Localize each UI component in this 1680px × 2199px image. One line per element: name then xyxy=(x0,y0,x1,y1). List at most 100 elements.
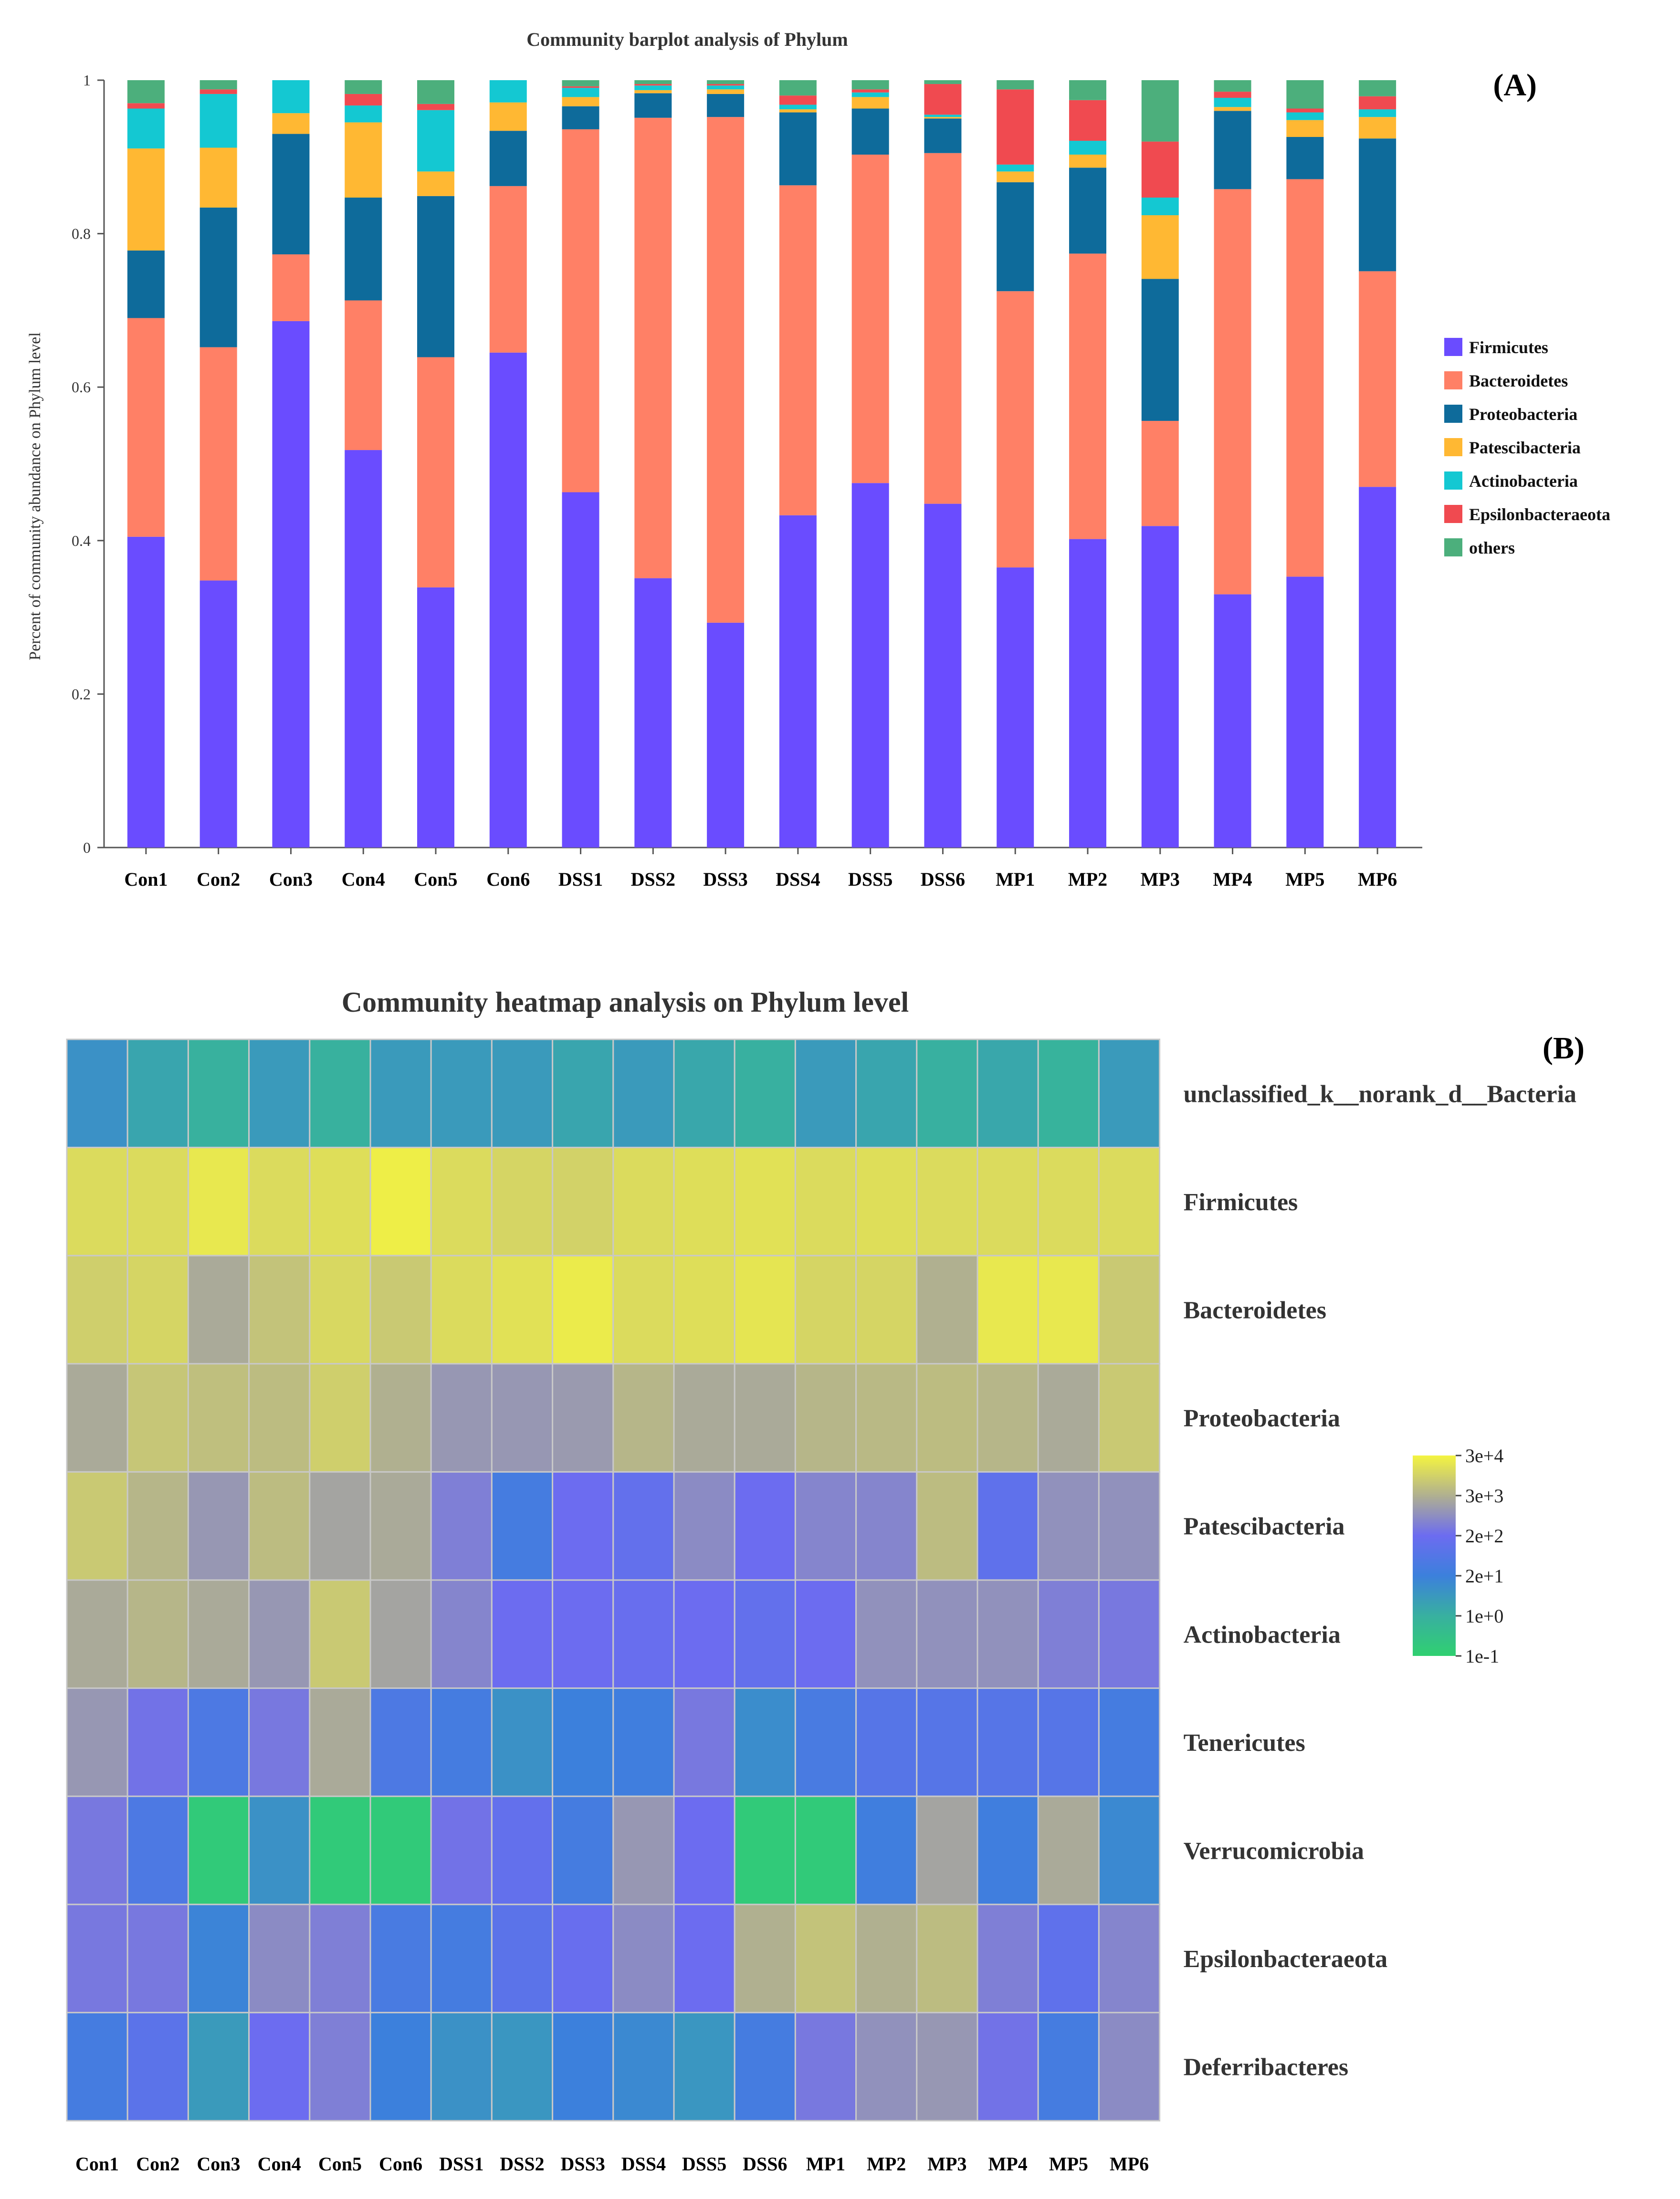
heatmap-cell xyxy=(1098,1038,1161,1149)
x-category-label: DSS6 xyxy=(921,869,965,890)
heatmap-cell xyxy=(126,1904,189,2013)
bar-segment xyxy=(489,186,527,353)
bar-segment xyxy=(1359,271,1396,487)
heatmap-cell xyxy=(1037,1255,1100,1365)
heatmap-cell xyxy=(734,2011,796,2122)
heatmap-cell xyxy=(552,1471,614,1581)
bar-segment xyxy=(127,318,165,537)
heatmap-cell xyxy=(976,1255,1039,1365)
bar-segment xyxy=(634,578,672,848)
heatmap-row-label: Patescibacteria xyxy=(1184,1513,1345,1540)
bar-segment xyxy=(272,254,310,321)
bar-segment xyxy=(1141,420,1179,526)
heatmap-cell xyxy=(916,2011,978,2122)
bar-segment xyxy=(1069,141,1106,155)
heatmap-cell xyxy=(430,1795,493,1906)
heatmap-cell xyxy=(552,1363,614,1473)
heatmap-cell xyxy=(248,1687,311,1797)
panel-label-b: (B) xyxy=(1543,1031,1585,1066)
heatmap-cell xyxy=(309,1147,371,1257)
heatmap-row-labels: unclassified_k__norank_d__Bacteria Firmic… xyxy=(1184,1080,1576,2081)
bar-segment xyxy=(1286,120,1324,137)
heatmap-cell xyxy=(309,1038,371,1149)
bar-segment xyxy=(1286,80,1324,109)
bar-segment xyxy=(997,80,1034,90)
bar-segment xyxy=(1214,107,1251,111)
bar-segment xyxy=(417,171,454,196)
heatmap-cell xyxy=(1098,1904,1161,2013)
bar-segment xyxy=(1214,92,1251,98)
heatmap-cell xyxy=(734,1795,796,1906)
legend-swatch xyxy=(1444,371,1462,389)
bar-segment xyxy=(634,80,672,84)
heatmap-cell xyxy=(126,1471,189,1581)
heatmap-cell xyxy=(430,2011,493,2122)
bar-segment xyxy=(417,357,454,587)
x-category-label: Con4 xyxy=(342,869,385,890)
heatmap-cell xyxy=(248,1795,311,1906)
heatmap-cell xyxy=(309,1471,371,1581)
heatmap-cell xyxy=(1098,1795,1161,1906)
heatmap-cell xyxy=(187,1363,250,1473)
heatmap-cell xyxy=(1037,1147,1100,1257)
heatmap-cell xyxy=(1098,1687,1161,1797)
heatmap-cell xyxy=(794,1471,857,1581)
heatmap-cell xyxy=(309,1255,371,1365)
bar-segment xyxy=(1359,96,1396,110)
legend-entry: Proteobacteria xyxy=(1469,405,1577,424)
x-category-label: MP6 xyxy=(1358,869,1397,890)
heatmap-cell xyxy=(916,1255,978,1365)
heatmap-cell xyxy=(430,1687,493,1797)
heatmap-cell xyxy=(369,1795,432,1906)
panel-label-a: (A) xyxy=(1493,68,1537,103)
heatmap-cell xyxy=(734,1363,796,1473)
heatmap-cell xyxy=(612,1255,675,1365)
heatmap-cell xyxy=(491,1904,554,2013)
heatmap-cell xyxy=(369,1579,432,1689)
bar-segment xyxy=(489,102,527,131)
legend-swatch xyxy=(1444,505,1462,523)
bar-segment xyxy=(1214,80,1251,92)
heatmap-cell xyxy=(491,1038,554,1149)
x-category-label: MP5 xyxy=(1285,869,1324,890)
heatmap-cell xyxy=(248,1579,311,1689)
bar-segment xyxy=(779,80,817,96)
heatmap-column-label: MP4 xyxy=(988,2153,1028,2175)
bar-segment xyxy=(707,85,745,90)
bar-segment xyxy=(997,171,1034,182)
heatmap-cell xyxy=(855,1147,918,1257)
heatmap-cell xyxy=(187,1795,250,1906)
bar-segment xyxy=(562,106,599,129)
bar-segment xyxy=(200,147,237,208)
heatmap-column-label: DSS1 xyxy=(439,2153,483,2175)
heatmap-column-label: DSS3 xyxy=(561,2153,605,2175)
heatmap-cell xyxy=(976,1471,1039,1581)
heatmap-cell xyxy=(673,1471,735,1581)
x-category-label: DSS2 xyxy=(631,869,675,890)
heatmap-cell xyxy=(1098,1579,1161,1689)
bar-segment xyxy=(1141,80,1179,142)
heatmap-cell xyxy=(430,1255,493,1365)
heatmap-cell xyxy=(491,1795,554,1906)
heatmap-cell xyxy=(369,1904,432,2013)
heatmap-cell xyxy=(126,1038,189,1149)
heatmap-cell xyxy=(916,1687,978,1797)
heatmap-cell xyxy=(66,1795,128,1906)
heatmap-cell xyxy=(794,1579,857,1689)
y-tick-label: 0.2 xyxy=(72,685,91,702)
colorbar-label: 2e+1 xyxy=(1465,1565,1503,1587)
heatmap-cell xyxy=(976,1038,1039,1149)
bar-segment xyxy=(345,94,382,106)
bar-segment xyxy=(1141,279,1179,421)
heatmap-row-label: Bacteroidetes xyxy=(1184,1297,1326,1324)
heatmap-cell xyxy=(612,1038,675,1149)
bar-segment xyxy=(489,80,527,103)
bar-segment xyxy=(562,88,599,97)
bar-segment xyxy=(127,80,165,104)
bar-segment xyxy=(272,80,310,114)
bar-stacks xyxy=(127,80,1396,848)
heatmap-cell xyxy=(734,1579,796,1689)
bar-segment xyxy=(562,129,599,492)
x-category-label: MP2 xyxy=(1068,869,1107,890)
heatmap-cell xyxy=(430,1363,493,1473)
